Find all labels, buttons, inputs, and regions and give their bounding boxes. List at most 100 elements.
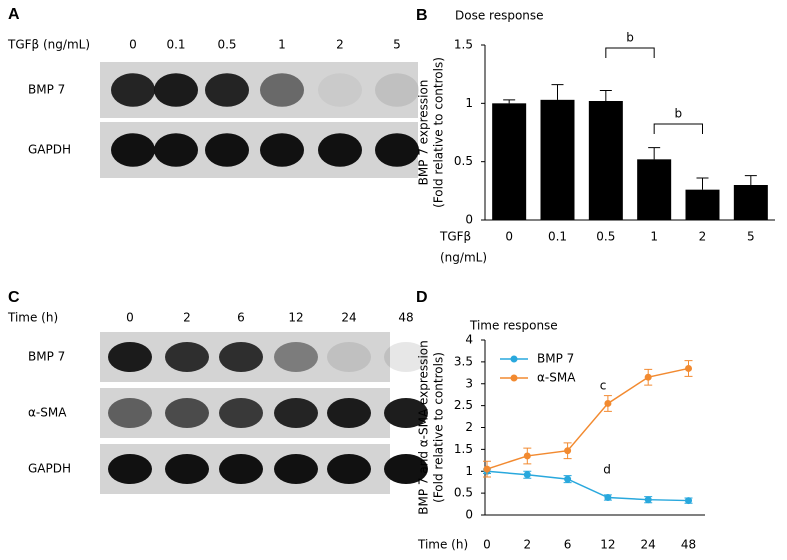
error-bar [696,177,709,190]
y-tick-label: 1 [465,96,473,110]
row-label: GAPDH [28,462,71,476]
blot-band [111,133,155,167]
y-tick-label: 0 [465,508,473,522]
blot-band [219,342,263,372]
y-tick-label: 0 [465,213,473,227]
x-tick-label: 5 [747,230,755,244]
lane-label: 1 [278,38,286,52]
panel-label: A [8,6,20,23]
y-tick-label: 1.5 [454,442,473,456]
bar [685,189,720,220]
x-axis-label: (ng/mL) [440,251,487,265]
blot-band [154,73,198,107]
point [523,471,531,479]
blot-header: Time (h) [7,311,58,325]
lane-label: 2 [183,311,191,325]
blot-band [327,454,371,484]
blot-band [327,342,371,372]
blot-band [318,133,362,167]
y-tick-label: 3.5 [454,354,473,368]
lane-label: 0.5 [217,38,236,52]
y-tick-label: 3 [465,376,473,390]
y-tick-label: 1.5 [454,38,473,52]
x-tick-label: 48 [681,538,696,552]
blot-band [165,398,209,428]
x-tick-label: 1 [650,230,658,244]
lane-label: 12 [288,311,303,325]
chart-title: Dose response [455,9,544,23]
bar [637,159,672,220]
x-tick-label: 0.1 [548,230,567,244]
y-axis-label: BMP 7 expression [417,80,431,186]
lane-label: 2 [336,38,344,52]
x-tick-label: 12 [600,538,615,552]
blot-band [375,133,419,167]
point [604,494,612,501]
legend-label: BMP 7 [537,352,574,366]
bar [733,185,768,220]
point [523,452,531,460]
y-tick-label: 2 [465,420,473,434]
chart-title: Time response [469,319,558,333]
row-label: BMP 7 [28,350,65,364]
legend-marker [510,355,518,363]
point [564,475,572,483]
blot-band [384,454,428,484]
blot-header: TGFβ (ng/mL) [7,38,90,52]
lane-label: 48 [398,311,413,325]
point [644,496,652,504]
y-tick-label: 0.5 [454,486,473,500]
panel-label: D [416,289,428,306]
lane-label: 24 [341,311,356,325]
x-tick-label: 24 [641,538,656,552]
lane-label: 0 [126,311,134,325]
point [685,497,692,505]
blot-band [108,398,152,428]
blot-band [219,454,263,484]
blot-band [219,398,263,428]
x-tick-label: 2 [523,538,531,552]
series-line [486,470,689,502]
blot-band [111,73,155,107]
point [483,465,491,473]
significance-bracket [605,47,655,58]
annotation: c [600,379,607,393]
y-tick-label: 4 [465,333,473,347]
y-tick-label: 0.5 [454,154,473,168]
significance-bracket [653,123,703,134]
legend-marker [510,374,518,382]
y-axis-label: (Fold relative to controls) [432,352,446,503]
lane-label: 0.1 [166,38,185,52]
blot-band [205,133,249,167]
point [644,373,652,381]
blot-band [205,73,249,107]
error-bar [648,147,661,160]
lane-label: 0 [129,38,137,52]
bar [588,101,623,220]
row-label: GAPDH [28,143,71,157]
row-label: α-SMA [28,406,67,420]
x-tick-label: 0 [505,230,513,244]
blot-band [327,398,371,428]
bar [540,99,575,220]
x-tick-label: 0 [483,538,491,552]
row-label: BMP 7 [28,83,65,97]
blot-band [375,73,419,107]
legend-label: α-SMA [537,371,576,385]
x-tick-label: 2 [699,230,707,244]
blot-band [318,73,362,107]
x-axis-label: TGFβ [439,230,471,244]
blot-band [260,73,304,107]
y-axis-label: (Fold relative to controls) [432,57,446,208]
y-axis-label: BMP 7 and α-SMA expression [417,340,431,514]
y-tick-label: 1 [465,464,473,478]
point [564,447,572,455]
bar [492,103,527,220]
x-tick-label: 0.5 [596,230,615,244]
blot-band [108,342,152,372]
blot-band [274,398,318,428]
lane-label: 5 [393,38,401,52]
x-tick-label: 6 [564,538,572,552]
x-axis-label: Time (h) [417,538,468,552]
